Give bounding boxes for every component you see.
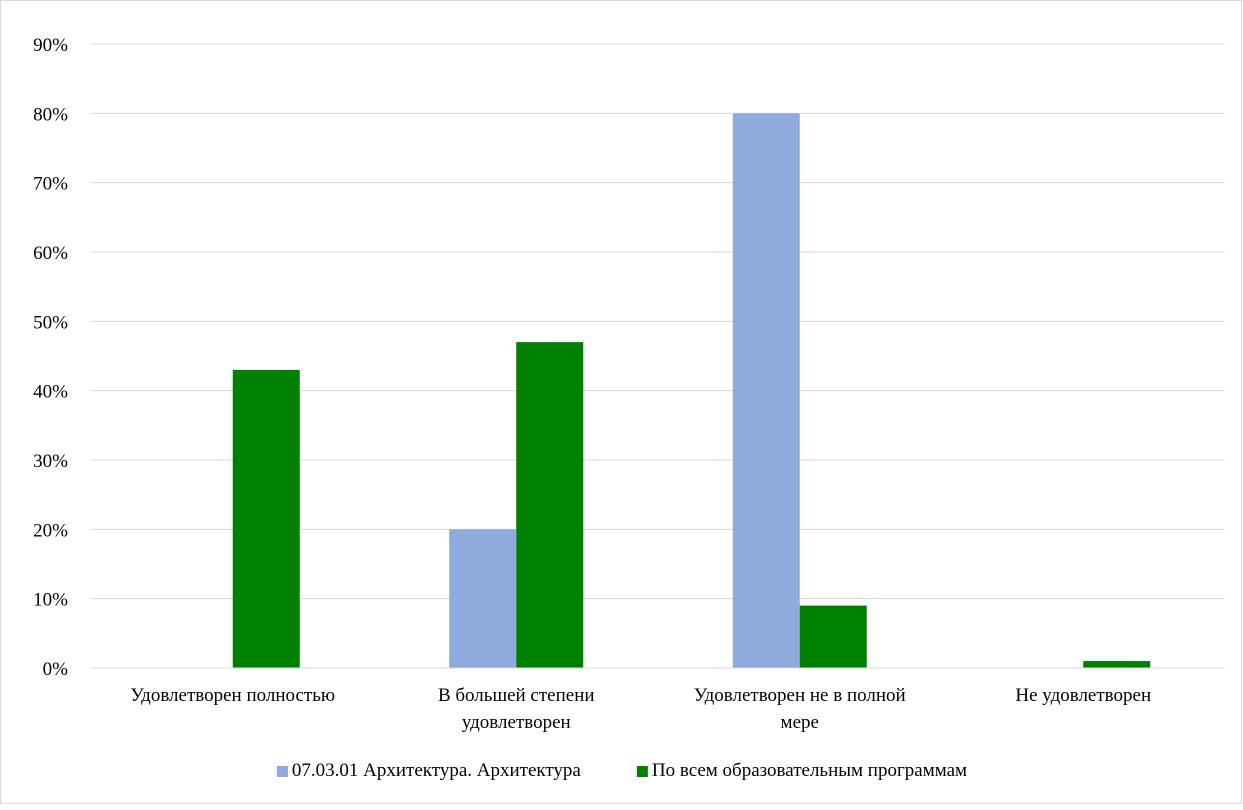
y-tick-label: 50% [33, 312, 68, 333]
bar [232, 369, 300, 668]
y-tick-label: 70% [33, 174, 68, 195]
y-tick-label: 0% [43, 659, 69, 680]
legend-label: 07.03.01 Архитектура. Архитектура [292, 760, 582, 781]
bar [799, 605, 867, 668]
x-tick-label: Удовлетворен полностью [130, 685, 335, 706]
y-tick-label: 60% [33, 243, 68, 264]
y-tick-label: 10% [33, 590, 68, 611]
x-tick-label: В большей степени [438, 685, 595, 706]
x-tick-label: удовлетворен [462, 712, 571, 733]
bar [732, 113, 800, 669]
legend: 07.03.01 Архитектура. Архитектура По всем… [276, 760, 967, 781]
y-tick-label: 40% [33, 382, 68, 403]
bars [232, 113, 1151, 669]
x-tick-label: Не удовлетворен [1015, 685, 1151, 706]
x-tick-label: мере [781, 712, 819, 733]
bar [516, 342, 584, 668]
legend-swatch [636, 766, 648, 777]
bar [449, 529, 517, 668]
bar [1083, 661, 1151, 668]
axes: 0% 10% 20% 30% 40% 50% 60% 70% 80% 90% Удовлетворе… [33, 35, 1225, 733]
x-tick-label: Удовлетворен не в полной [694, 685, 906, 706]
legend-label: По всем образовательным программам [652, 760, 967, 781]
y-tick-label: 80% [33, 104, 68, 125]
legend-swatch [276, 766, 288, 777]
y-tick-label: 90% [33, 35, 68, 56]
y-tick-label: 30% [33, 451, 68, 472]
y-tick-label: 20% [33, 520, 68, 541]
